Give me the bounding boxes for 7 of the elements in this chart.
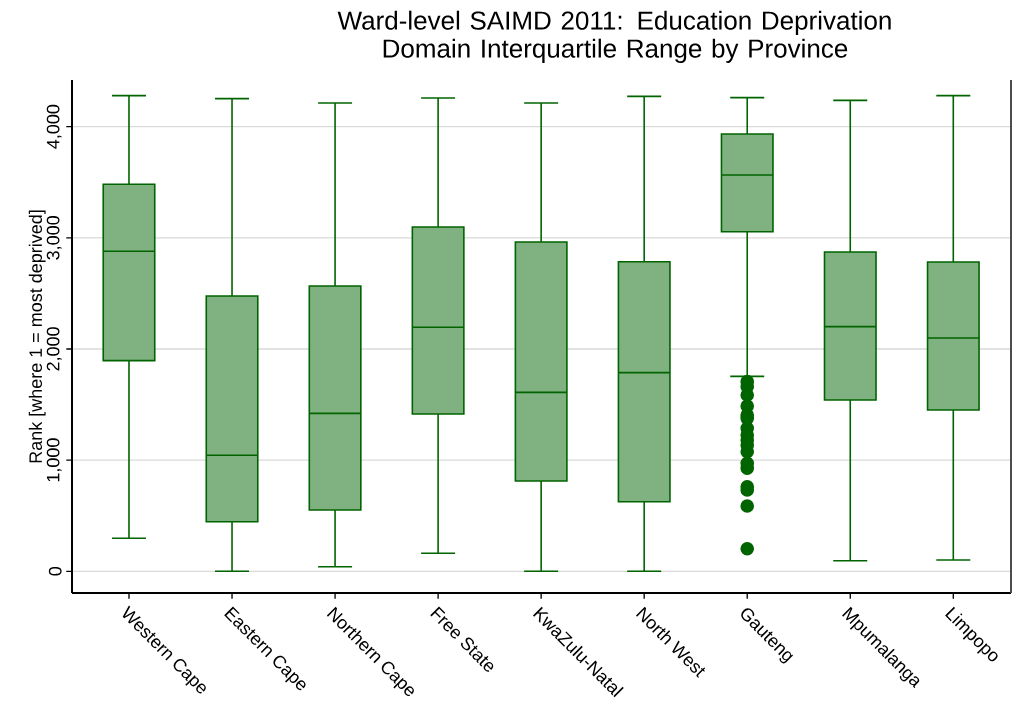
y-tick-label: 3,000 — [46, 216, 62, 260]
y-tick-label: 2,000 — [46, 327, 62, 371]
y-tick-label: 0 — [48, 567, 62, 576]
y-tick-label: 4,000 — [46, 104, 62, 149]
y-axis-title: Rank [where 1 = most deprived] — [28, 210, 46, 463]
y-tick-label: 1,000 — [46, 438, 62, 482]
chart-title: Ward-level SAIMD 2011: Education Deprivation Domain Interquartile Range by Province — [337, 10, 891, 63]
